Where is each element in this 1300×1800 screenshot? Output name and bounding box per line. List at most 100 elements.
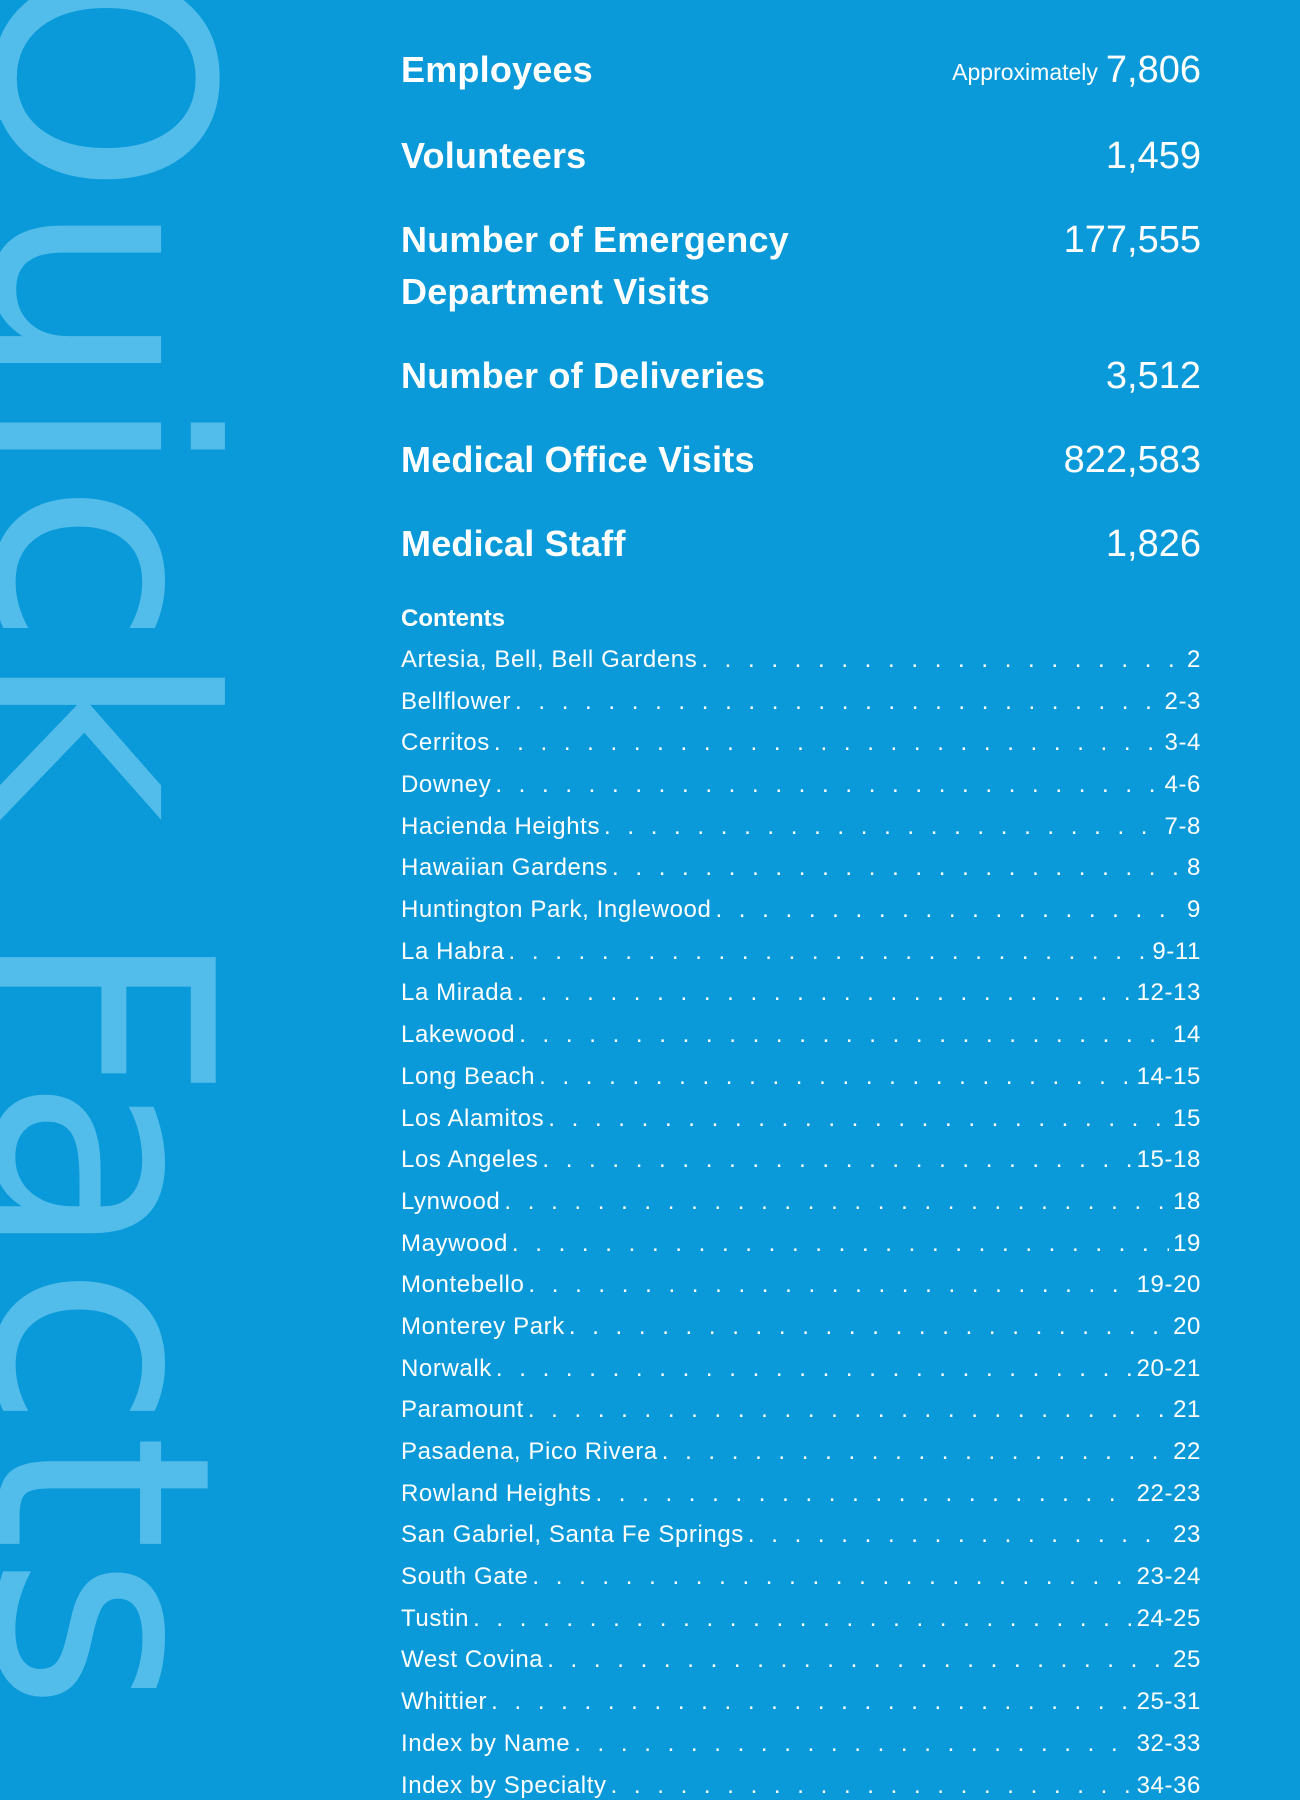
toc-leader-dots xyxy=(748,1521,1169,1549)
toc-entry-name: Hacienda Heights xyxy=(401,812,601,840)
toc-leader-dots xyxy=(519,1021,1169,1049)
fact-number: 177,555 xyxy=(1063,218,1201,261)
main-content: Employees Approximately 7,806 Volunteers … xyxy=(401,44,1201,1800)
toc-entry[interactable]: Index by Specialty 34-36 xyxy=(401,1772,1201,1800)
fact-row: Medical Staff 1,826 xyxy=(401,518,1201,570)
toc-entry-name: Whittier xyxy=(401,1688,488,1716)
toc-entry-page: 23 xyxy=(1173,1521,1201,1549)
toc-entry-name: Artesia, Bell, Bell Gardens xyxy=(401,645,698,673)
toc-entry-name: Index by Name xyxy=(401,1729,571,1757)
toc-leader-dots xyxy=(528,1396,1169,1424)
fact-value: 3,512 xyxy=(1106,350,1201,402)
toc-entry[interactable]: San Gabriel, Santa Fe Springs 23 xyxy=(401,1521,1201,1563)
toc-entry[interactable]: Montebello 19-20 xyxy=(401,1271,1201,1313)
toc-entry[interactable]: Lynwood 18 xyxy=(401,1188,1201,1230)
fact-label: Volunteers xyxy=(401,134,587,176)
fact-label: Employees xyxy=(401,49,593,90)
toc-entry[interactable]: Rowland Heights 22-23 xyxy=(401,1480,1201,1522)
fact-value: 177,555 xyxy=(1064,214,1201,266)
toc-entry-page: 14-15 xyxy=(1136,1062,1201,1090)
toc-entry-page: 15 xyxy=(1173,1104,1201,1132)
toc-entry-page: 2 xyxy=(1187,645,1201,673)
toc-entry[interactable]: South Gate 23-24 xyxy=(401,1563,1201,1605)
toc-entry-page: 25-31 xyxy=(1136,1688,1201,1716)
toc-entry[interactable]: Cerritos 3-4 xyxy=(401,729,1201,771)
toc-entry[interactable]: Downey 4-6 xyxy=(401,771,1201,813)
fact-label: Number of Deliveries xyxy=(401,354,766,396)
toc-entry[interactable]: West Covina 25 xyxy=(401,1646,1201,1688)
toc-entry[interactable]: Norwalk 20-21 xyxy=(401,1355,1201,1397)
toc-leader-dots xyxy=(595,1480,1132,1508)
toc-entry-name: Downey xyxy=(401,771,492,799)
fact-value: 1,826 xyxy=(1106,518,1201,570)
toc-leader-dots xyxy=(548,1105,1169,1133)
toc-entry-page: 22-23 xyxy=(1136,1479,1201,1507)
toc-entry[interactable]: Artesia, Bell, Bell Gardens 2 xyxy=(401,646,1201,688)
toc-entry-page: 19 xyxy=(1173,1229,1201,1257)
toc-leader-dots xyxy=(532,1563,1132,1591)
toc-entry-name: Los Angeles xyxy=(401,1146,539,1174)
toc-entry-page: 9-11 xyxy=(1152,937,1201,965)
toc-entry-page: 8 xyxy=(1187,854,1201,882)
toc-entry[interactable]: La Habra 9-11 xyxy=(401,938,1201,980)
toc-entry-page: 18 xyxy=(1173,1187,1201,1215)
toc-leader-dots xyxy=(701,646,1183,674)
toc-entry-page: 7-8 xyxy=(1164,812,1201,840)
fact-label: Medical Staff xyxy=(401,522,626,564)
toc-entry-name: Index by Specialty xyxy=(401,1771,607,1799)
fact-prefix: Approximately xyxy=(952,58,1098,85)
toc-entry[interactable]: Long Beach 14-15 xyxy=(401,1063,1201,1105)
toc-entry[interactable]: Hacienda Heights 7-8 xyxy=(401,813,1201,855)
toc-entry-name: San Gabriel, Santa Fe Springs xyxy=(401,1521,744,1549)
toc-entry[interactable]: Bellflower 2-3 xyxy=(401,688,1201,730)
toc-entry[interactable]: Paramount 21 xyxy=(401,1396,1201,1438)
toc-entry-name: Monterey Park xyxy=(401,1312,565,1340)
toc-entry-name: Maywood xyxy=(401,1229,508,1257)
toc-leader-dots xyxy=(504,1188,1169,1216)
toc-entry[interactable]: Tustin 24-25 xyxy=(401,1605,1201,1647)
toc-entry-name: Rowland Heights xyxy=(401,1479,592,1507)
toc-entry[interactable]: Los Angeles 15-18 xyxy=(401,1146,1201,1188)
toc-entry-name: Bellflower xyxy=(401,687,512,715)
toc-entry-page: 3-4 xyxy=(1164,729,1201,757)
toc-entry-name: Montebello xyxy=(401,1271,525,1299)
toc-entry-page: 21 xyxy=(1173,1396,1201,1424)
toc-leader-dots xyxy=(515,688,1160,716)
toc-entry[interactable]: Huntington Park, Inglewood 9 xyxy=(401,896,1201,938)
toc-entry-name: Long Beach xyxy=(401,1062,536,1090)
fact-number: 1,826 xyxy=(1105,522,1201,565)
toc-entry-page: 22 xyxy=(1173,1438,1201,1466)
toc-entry[interactable]: Hawaiian Gardens 8 xyxy=(401,854,1201,896)
toc-entry-name: Paramount xyxy=(401,1396,524,1424)
toc-entry[interactable]: Pasadena, Pico Rivera 22 xyxy=(401,1438,1201,1480)
toc-leader-dots xyxy=(509,938,1149,966)
toc-leader-dots xyxy=(612,854,1183,882)
toc-entry[interactable]: Monterey Park 20 xyxy=(401,1313,1201,1355)
fact-number: 822,583 xyxy=(1063,438,1201,481)
toc-entry-name: La Mirada xyxy=(401,979,514,1007)
toc-entry[interactable]: Maywood 19 xyxy=(401,1230,1201,1272)
toc-entry-name: Lakewood xyxy=(401,1021,516,1049)
fact-number: 1,459 xyxy=(1105,134,1201,177)
toc-entry[interactable]: La Mirada 12-13 xyxy=(401,979,1201,1021)
toc-entry-page: 19-20 xyxy=(1136,1271,1201,1299)
toc-leader-dots xyxy=(547,1646,1169,1674)
fact-number: 7,806 xyxy=(1105,49,1201,91)
contents-heading: Contents xyxy=(401,604,505,632)
toc-entry[interactable]: Whittier 25-31 xyxy=(401,1688,1201,1730)
toc-leader-dots xyxy=(517,979,1132,1007)
toc-entry-name: Hawaiian Gardens xyxy=(401,854,609,882)
quick-facts-list: Employees Approximately 7,806 Volunteers … xyxy=(401,44,1201,570)
toc-entry-page: 12-13 xyxy=(1136,979,1201,1007)
toc-entry-name: Huntington Park, Inglewood xyxy=(401,896,712,924)
toc-entry[interactable]: Lakewood 14 xyxy=(401,1021,1201,1063)
toc-entry-page: 20-21 xyxy=(1136,1354,1201,1382)
fact-row: Volunteers 1,459 xyxy=(401,130,1201,182)
toc-entry-name: Cerritos xyxy=(401,729,490,757)
toc-leader-dots xyxy=(539,1063,1133,1091)
toc-leader-dots xyxy=(473,1605,1133,1633)
fact-value: Approximately 7,806 xyxy=(952,44,1201,98)
toc-entry[interactable]: Los Alamitos 15 xyxy=(401,1105,1201,1147)
toc-entry[interactable]: Index by Name 32-33 xyxy=(401,1730,1201,1772)
